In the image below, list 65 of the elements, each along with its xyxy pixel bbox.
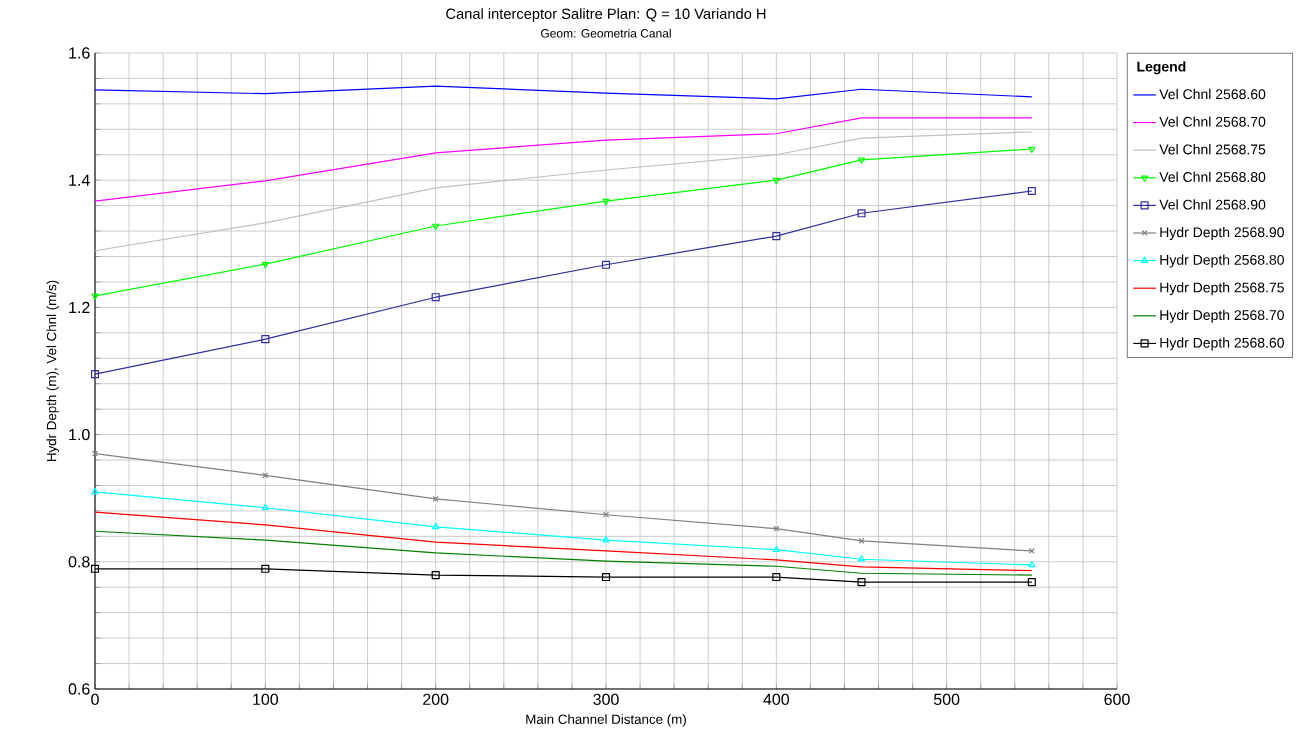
legend-label: Hydr Depth 2568.60	[1160, 337, 1284, 351]
point	[772, 572, 781, 582]
point	[91, 293, 99, 301]
point	[91, 487, 99, 495]
y-axis-title: Hydr Depth (m), Vel Chnl (m/s)	[46, 280, 59, 462]
point	[1028, 547, 1035, 555]
point	[1028, 146, 1036, 154]
point	[857, 578, 866, 587]
legend-label: Vel Chnl 2568.75	[1159, 144, 1266, 155]
line-series	[95, 117, 1033, 202]
legend-title: Legend	[1137, 61, 1186, 75]
point	[602, 536, 610, 543]
line-series	[95, 511, 1033, 572]
point	[601, 260, 611, 269]
point	[857, 209, 866, 218]
y-tick-label: 1.6	[69, 47, 90, 59]
y-tick-label: 0.6	[68, 683, 90, 695]
point	[261, 564, 270, 573]
point	[90, 564, 100, 573]
point	[1027, 186, 1036, 196]
legend-label: Vel Chnl 2568.90	[1159, 199, 1266, 210]
x-tick-label: 600	[1104, 693, 1130, 706]
point	[431, 571, 440, 580]
x-tick-label: 500	[933, 693, 960, 706]
point	[772, 545, 780, 553]
point	[857, 555, 866, 562]
point	[261, 503, 269, 511]
x-tick-label: 200	[423, 693, 449, 706]
point	[432, 522, 440, 530]
legend-label: Vel Chnl 2568.70	[1159, 116, 1266, 127]
y-tick-label: 1.0	[69, 428, 90, 441]
point	[772, 232, 781, 241]
line-series	[95, 85, 1033, 100]
point	[261, 335, 270, 344]
point	[857, 157, 866, 164]
point	[90, 370, 100, 379]
point	[772, 177, 780, 185]
point	[432, 223, 440, 231]
legend-label: Hydr Depth 2568.90	[1160, 226, 1284, 240]
point	[261, 261, 269, 269]
x-tick-label: 100	[253, 693, 279, 706]
legend-label: Hydr Depth 2568.75	[1160, 282, 1284, 296]
point	[602, 198, 610, 206]
point	[1027, 578, 1036, 587]
y-tick-label: 0.8	[68, 556, 90, 568]
legend-label: Hydr Depth 2568.80	[1160, 254, 1284, 268]
point	[858, 537, 865, 544]
point	[601, 572, 611, 582]
point	[432, 495, 439, 502]
legend-label: Hydr Depth 2568.70	[1160, 309, 1284, 323]
point	[431, 293, 440, 302]
point	[602, 511, 610, 518]
chart-subtitle: Geom: Geometria Canal	[541, 28, 671, 38]
line-series	[95, 530, 1033, 576]
point	[91, 450, 99, 457]
x-tick-label: 300	[593, 693, 619, 706]
chart-title: Canal interceptor Salitre Plan: Q = 10 Variando H	[446, 8, 766, 22]
x-axis-title: Main Channel Distance (m)	[526, 714, 686, 727]
point	[1028, 560, 1036, 568]
x-tick-label: 400	[763, 693, 790, 706]
legend-label: Vel Chnl 2568.80	[1159, 171, 1266, 182]
legend-label: Vel Chnl 2568.60	[1159, 88, 1266, 100]
x-tick-label: 0	[91, 693, 99, 706]
y-tick-label: 1.2	[69, 301, 90, 313]
y-tick-label: 1.4	[69, 174, 90, 186]
